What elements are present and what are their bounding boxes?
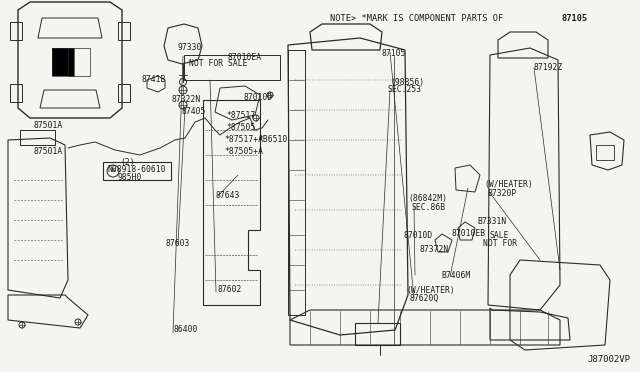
Bar [355,323,400,345]
Bar [52,48,74,76]
Bar [68,48,90,76]
Text: 87105: 87105 [561,14,588,23]
Text: (W/HEATER): (W/HEATER) [406,285,455,295]
Text: 87501A: 87501A [34,148,63,157]
Text: 97330: 97330 [178,42,202,51]
Text: NOTE> *MARK IS COMPONENT PARTS OF: NOTE> *MARK IS COMPONENT PARTS OF [330,14,503,23]
Bar [52,48,74,76]
Text: 87602: 87602 [217,285,241,295]
Text: *87517: *87517 [226,112,255,121]
Text: B7320P: B7320P [487,189,516,198]
Text: SALE: SALE [490,231,509,240]
Text: 87620Q: 87620Q [409,294,438,302]
Text: 87010EA: 87010EA [228,54,262,62]
Text: 87501A: 87501A [34,122,63,131]
Text: (2): (2) [120,157,134,167]
Text: (W/HEATER): (W/HEATER) [484,180,532,189]
Bar [118,22,130,40]
Text: 8741B: 8741B [142,76,166,84]
Bar [10,22,22,40]
Text: 87643: 87643 [215,190,239,199]
Text: N08918-60610: N08918-60610 [107,166,166,174]
Text: SEC.253: SEC.253 [387,86,421,94]
Text: *B6510: *B6510 [258,135,287,144]
Text: N: N [111,169,115,173]
Text: 87010D: 87010D [403,231,432,240]
Text: B7331N: B7331N [477,218,506,227]
Text: B7406M: B7406M [441,272,470,280]
Bar [118,84,130,102]
Text: NOT FOR: NOT FOR [483,238,517,247]
Text: 87010D: 87010D [244,93,273,102]
Text: 87405: 87405 [182,108,206,116]
Text: 87192Z: 87192Z [534,64,563,73]
Text: J87002VP: J87002VP [587,355,630,364]
Text: *87505+A: *87505+A [224,148,263,157]
Bar [103,162,171,180]
Text: 87322N: 87322N [172,96,201,105]
Text: 87105: 87105 [382,49,406,58]
Text: 87603: 87603 [165,238,189,247]
Text: 985H0: 985H0 [118,173,142,183]
Text: 86400: 86400 [174,326,198,334]
Text: 87372N: 87372N [420,246,449,254]
Bar [10,84,22,102]
Text: (86842M): (86842M) [408,195,447,203]
Text: NOT FOR SALE: NOT FOR SALE [189,60,248,68]
Text: *87517+A: *87517+A [224,135,263,144]
Text: (98856): (98856) [390,77,424,87]
Text: SEC.86B: SEC.86B [411,202,445,212]
Text: *87505: *87505 [226,124,255,132]
Text: 87010EB: 87010EB [452,230,486,238]
